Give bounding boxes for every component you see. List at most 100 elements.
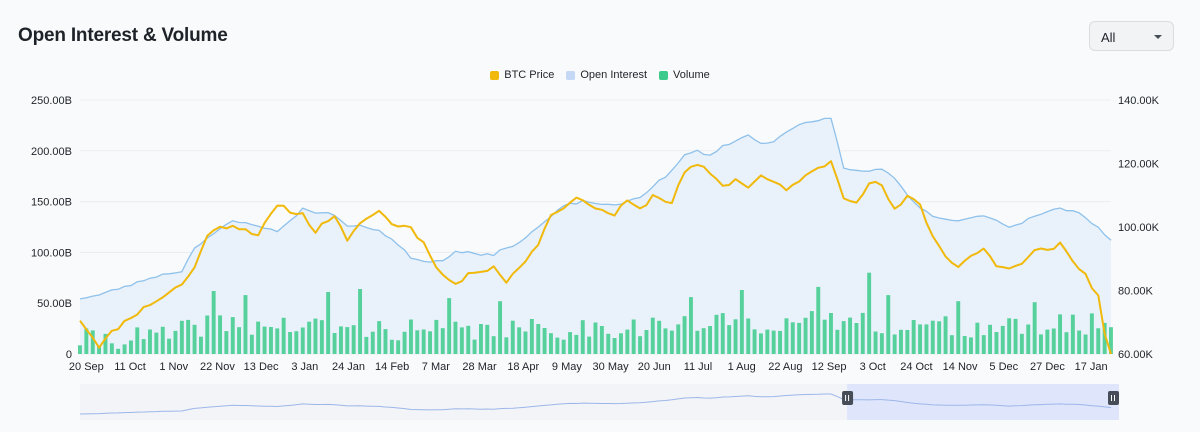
volume-bar [669,330,674,354]
volume-bar [829,313,833,354]
volume-bar [485,324,490,354]
legend-item-volume[interactable]: Volume [659,69,710,81]
volume-bar [523,331,528,354]
volume-bar [358,289,363,354]
volume-bar [587,336,592,354]
volume-bar [491,336,496,354]
navigator-handle-left[interactable] [842,391,854,405]
volume-bar [1077,330,1082,354]
volume-bar [167,338,172,354]
x-tick: 28 Mar [462,361,497,373]
volume-bar [701,328,706,354]
volume-bar [1032,302,1037,354]
volume-bar [822,319,827,354]
volume-bar [574,334,579,354]
x-tick: 24 Oct [900,361,932,373]
volume-bar [1096,328,1101,354]
volume-bar [275,328,280,354]
volume-bar [619,333,623,354]
volume-bar [746,318,751,354]
volume-bar [428,331,433,354]
volume-bar [765,329,770,354]
volume-bar [307,321,312,354]
volume-bar [383,329,388,354]
volume-bar [332,333,337,354]
volume-bar [517,327,522,354]
y-left-tick: 100.00B [31,247,72,259]
volume-bar [1083,334,1088,354]
volume-bar [752,329,757,354]
chevron-down-icon [1154,35,1162,39]
volume-bar [988,324,993,354]
volume-bar [237,327,242,354]
volume-bar [975,322,980,354]
volume-bar [841,321,846,354]
open-interest-line-path [79,117,1112,300]
time-range-select[interactable]: All [1089,21,1174,51]
volume-bar [771,330,776,354]
volume-bar [78,345,82,354]
x-tick: 14 Nov [943,361,978,373]
x-tick: 17 Jan [1075,361,1108,373]
x-tick: 5 Dec [989,361,1018,373]
volume-bar [129,340,133,354]
y-right-tick: 80.00K [1118,286,1154,298]
volume-bar [848,317,853,354]
volume-bar [625,329,630,354]
volume-bar [676,324,681,354]
volume-bar [739,290,744,354]
volume-bar [97,345,102,354]
volume-bar [1070,314,1075,354]
x-tick: 3 Oct [860,361,886,373]
volume-bar [479,324,483,354]
navigator-handle-right[interactable] [1108,391,1119,405]
volume-bar [1058,314,1063,354]
volume-bar [714,314,719,354]
volume-bar [351,325,356,354]
volume-bar [148,329,152,354]
volume-bar [1039,334,1043,354]
volume-bar [472,339,477,354]
legend-item-open-interest[interactable]: Open Interest [566,69,647,81]
volume-bar [682,316,687,354]
volume-bar [186,319,191,354]
volume-bar [599,326,604,354]
volume-bar [905,330,910,354]
x-tick: 18 Apr [507,361,539,373]
volume-bar [256,321,261,354]
volume-bar [1109,327,1113,354]
volume-bar [962,336,967,354]
x-tick: 3 Jan [291,361,318,373]
volume-bar [759,333,763,354]
volume-bar [797,322,802,354]
volume-bar [396,340,401,354]
volume-bar [568,332,573,354]
volume-bar [949,335,954,354]
open-interest-area [80,118,1111,355]
x-tick: 12 Sep [812,361,847,373]
volume-bar [504,337,509,354]
range-navigator[interactable] [79,384,1119,420]
volume-bar [911,320,916,354]
volume-bar [860,312,865,354]
volume-bar [784,318,789,354]
volume-bar [943,316,948,354]
x-tick: 11 Oct [114,361,146,373]
volume-bar [345,327,350,354]
y-right-tick: 100.00K [1118,222,1160,234]
x-tick: 22 Aug [768,361,802,373]
volume-bar [956,301,961,354]
volume-bar [199,336,203,354]
volume-bar [135,327,140,354]
volume-bar [453,321,458,354]
legend-swatch-btc-price [490,70,500,80]
volume-bar [192,324,197,354]
volume-bar [447,298,452,354]
volume-bar [1007,318,1012,354]
volume-bar [364,336,369,354]
navigator-line [79,393,1112,415]
legend-item-btc-price[interactable]: BTC Price [490,69,554,81]
volume-bar [879,333,884,354]
volume-bar [141,339,146,354]
